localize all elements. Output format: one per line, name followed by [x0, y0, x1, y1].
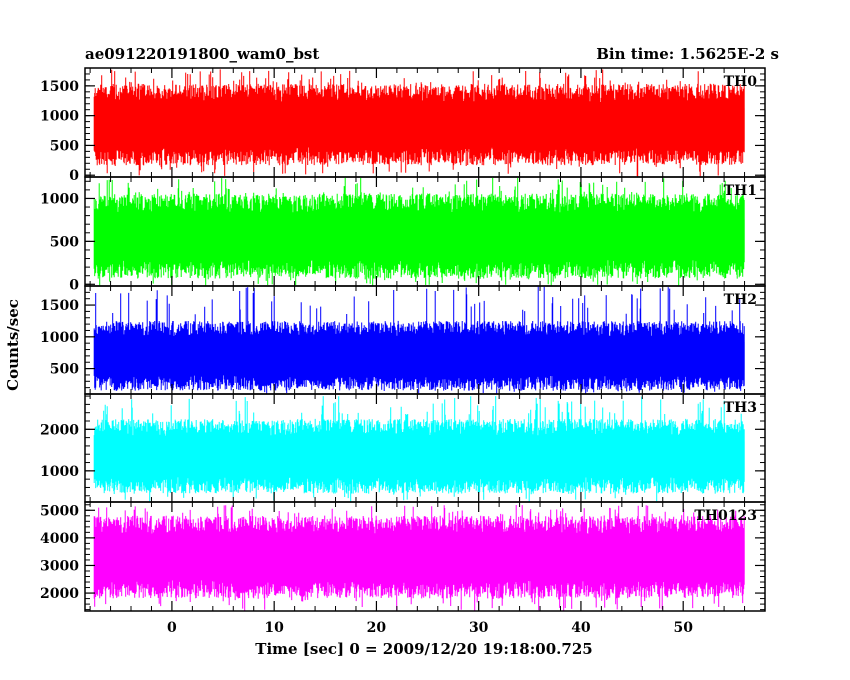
y-tick-label: 1500 [40, 79, 79, 95]
x-tick-label: 10 [264, 620, 284, 636]
panel-th3: 1000 2000 TH3 [40, 393, 766, 503]
y-tick-label: 1000 [40, 109, 79, 125]
x-tick-label: 30 [469, 620, 489, 636]
x-axis-label: Time [sec] 0 = 2009/12/20 19:18:00.725 [255, 640, 592, 658]
y-tick-label: 1500 [40, 298, 79, 314]
panel-th1: 0 500 1000 TH1 [40, 176, 766, 293]
y-tick-label: 4000 [40, 531, 79, 547]
panel-label-th0123: TH0123 [694, 508, 757, 524]
panel-label-th3: TH3 [724, 400, 757, 416]
series-th1-core [94, 219, 745, 254]
y-tick-label: 0 [69, 168, 79, 184]
series-th3-core [94, 441, 745, 472]
x-axis: 0 10 20 30 40 50 [167, 620, 693, 636]
y-tick-label: 500 [50, 234, 79, 250]
y-tick-label: 2000 [40, 586, 79, 602]
panel-th0: 0 500 1000 1500 TH0 [40, 67, 766, 184]
bin-time-label: Bin time: 1.5625E-2 s [596, 45, 779, 63]
panel-frame [84, 501, 766, 612]
y-tick-label: 1000 [40, 464, 79, 480]
x-tick-label: 50 [673, 620, 693, 636]
y-axis-label: Counts/sec [4, 299, 22, 391]
y-tick-label: 0 [69, 277, 79, 293]
panel-label-th1: TH1 [724, 183, 757, 199]
x-tick-label: 20 [367, 620, 387, 636]
panel-th0123: 2000 3000 4000 5000 TH0123 [40, 501, 766, 612]
y-tick-label: 3000 [40, 558, 79, 574]
chart-title: ae091220191800_wam0_bst [85, 45, 319, 63]
panel-th2: 500 1000 1500 TH2 [40, 285, 766, 395]
series-th2 [93, 286, 745, 394]
series-th0-core [94, 108, 745, 141]
x-tick-label: 40 [571, 620, 591, 636]
y-tick-label: 500 [50, 362, 79, 378]
y-tick-label: 2000 [40, 422, 79, 438]
panel-label-th0: TH0 [724, 74, 758, 90]
y-tick-label: 5000 [40, 503, 79, 519]
panel-label-th2: TH2 [724, 292, 757, 308]
x-tick-label: 0 [167, 620, 177, 636]
series-th0123-core [94, 540, 745, 574]
series-th2-core [94, 341, 745, 370]
y-tick-label: 1000 [40, 330, 79, 346]
y-tick-label: 500 [50, 138, 79, 154]
panel-stack: 0 500 1000 1500 TH0 0 500 1000 TH1 500 1000 1500 TH2… [40, 67, 766, 612]
y-tick-label: 1000 [40, 191, 79, 207]
